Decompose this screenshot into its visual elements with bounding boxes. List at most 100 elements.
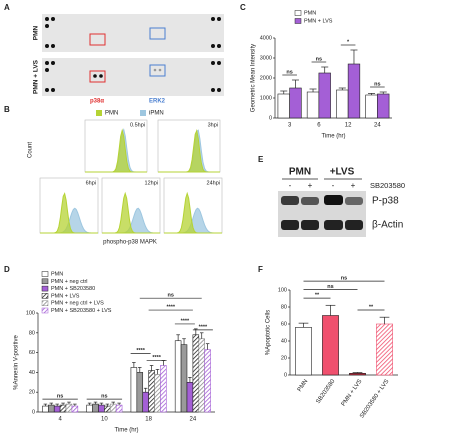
- legend-swatch: [41, 300, 49, 306]
- x-tick-label: 10: [101, 417, 108, 423]
- legend-label: PMN: [105, 111, 118, 117]
- highlight-box: [89, 70, 106, 83]
- y-tick-label: 0: [32, 409, 35, 415]
- panel-label: C: [240, 3, 246, 12]
- significance-label: ****: [136, 348, 145, 354]
- bar: [204, 349, 211, 413]
- bar: [347, 63, 361, 119]
- y-tick-label: 60: [29, 350, 35, 356]
- x-tick-label: 6: [317, 123, 321, 129]
- bar: [336, 89, 349, 119]
- time-label: 6hpi: [86, 180, 96, 186]
- bar: [349, 372, 366, 376]
- highlight-box: [149, 27, 166, 40]
- significance-label: ns: [286, 69, 292, 75]
- legend-swatch: [140, 110, 146, 116]
- bar: [136, 372, 144, 413]
- y-tick-label: 40: [281, 338, 287, 344]
- band-label: P-p38: [372, 196, 399, 207]
- significance-label: ****: [199, 324, 208, 330]
- y-tick-label: 60: [281, 321, 287, 327]
- band: [301, 197, 319, 205]
- legend-label: PMN + LVS: [51, 293, 80, 299]
- histogram-curve: [85, 128, 147, 173]
- bar: [277, 93, 290, 119]
- bar: [186, 381, 194, 413]
- bar: [59, 404, 67, 413]
- legend-swatch: [41, 307, 49, 314]
- bar: [48, 404, 55, 413]
- spot: [153, 68, 157, 72]
- histogram-curve: [164, 191, 222, 234]
- significance-label: ns: [101, 394, 107, 400]
- bar: [154, 374, 161, 413]
- y-tick-label: 0: [269, 115, 272, 121]
- significance-label: ns: [374, 81, 380, 87]
- panel-label: A: [4, 3, 10, 12]
- western-blot: PMN +LVS SB203580 - + - + P-p38 β-Actin: [278, 167, 405, 237]
- x-tick-label: 4: [58, 417, 62, 423]
- significance-label: ns: [341, 276, 347, 282]
- bar: [86, 404, 93, 413]
- legend-label: PMN: [304, 10, 316, 16]
- sign: -: [332, 181, 335, 190]
- bar: [142, 391, 149, 413]
- x-tick-label: SB203580 + LVS: [359, 379, 390, 420]
- legend-label: PMN + SB203580: [51, 286, 95, 292]
- membrane: [42, 14, 224, 52]
- time-label: 24hpi: [207, 180, 220, 186]
- y-tick-label: 1000: [260, 95, 272, 101]
- significance-label: ****: [166, 305, 175, 311]
- y-tick-label: 20: [29, 390, 35, 396]
- bar: [377, 93, 390, 119]
- y-tick-label: 80: [281, 304, 287, 310]
- bar: [130, 367, 138, 413]
- bar: [365, 94, 378, 119]
- significance-label: ns: [168, 293, 174, 299]
- legend-label: iPMN: [149, 111, 164, 117]
- x-tick-label: PMN: [297, 379, 310, 393]
- bar: [174, 340, 182, 413]
- bar: [376, 323, 393, 376]
- legend-label: PMN + LVS: [304, 18, 333, 24]
- y-tick-label: 100: [278, 287, 287, 293]
- reference-dots: [45, 17, 221, 92]
- x-tick-label: 18: [145, 417, 152, 423]
- x-axis-label: Time (hr): [321, 134, 345, 140]
- spot-label: p38α: [90, 99, 104, 105]
- spot: [158, 68, 162, 72]
- band: [324, 220, 343, 230]
- band: [281, 220, 299, 230]
- panel-label: D: [4, 265, 10, 274]
- group-label: PMN: [289, 167, 311, 178]
- y-tick-label: 100: [26, 310, 35, 316]
- legend-label: PMN: [51, 271, 63, 277]
- histogram-curve: [85, 128, 147, 173]
- time-label: 3hpi: [208, 122, 218, 128]
- band: [301, 220, 319, 230]
- row-label: PMN + LVS: [33, 59, 40, 94]
- group-label: +LVS: [330, 167, 355, 178]
- bar: [65, 403, 73, 413]
- y-axis-label: Geometric Mean Intensity: [251, 44, 257, 112]
- y-tick-label: 3000: [260, 55, 272, 61]
- y-axis-label: %Apoptotic Cells: [266, 310, 272, 355]
- bar: [198, 338, 205, 413]
- histogram-curve: [102, 191, 160, 234]
- bar: [109, 403, 117, 413]
- legend-swatch: [96, 110, 102, 116]
- bar: [115, 404, 123, 413]
- membrane: [42, 58, 224, 96]
- y-tick-label: 20: [281, 355, 287, 361]
- sign: +: [351, 181, 356, 190]
- legend-swatch: [41, 278, 49, 285]
- significance-label: *: [347, 39, 350, 45]
- sign: +: [308, 181, 313, 190]
- y-tick-label: 2000: [260, 75, 272, 81]
- sign: -: [289, 181, 292, 190]
- histogram-curve: [40, 192, 98, 234]
- panel-label: B: [4, 105, 10, 114]
- legend-label: PMN + SB203580 + LVS: [51, 308, 112, 314]
- legend-swatch: [294, 18, 302, 24]
